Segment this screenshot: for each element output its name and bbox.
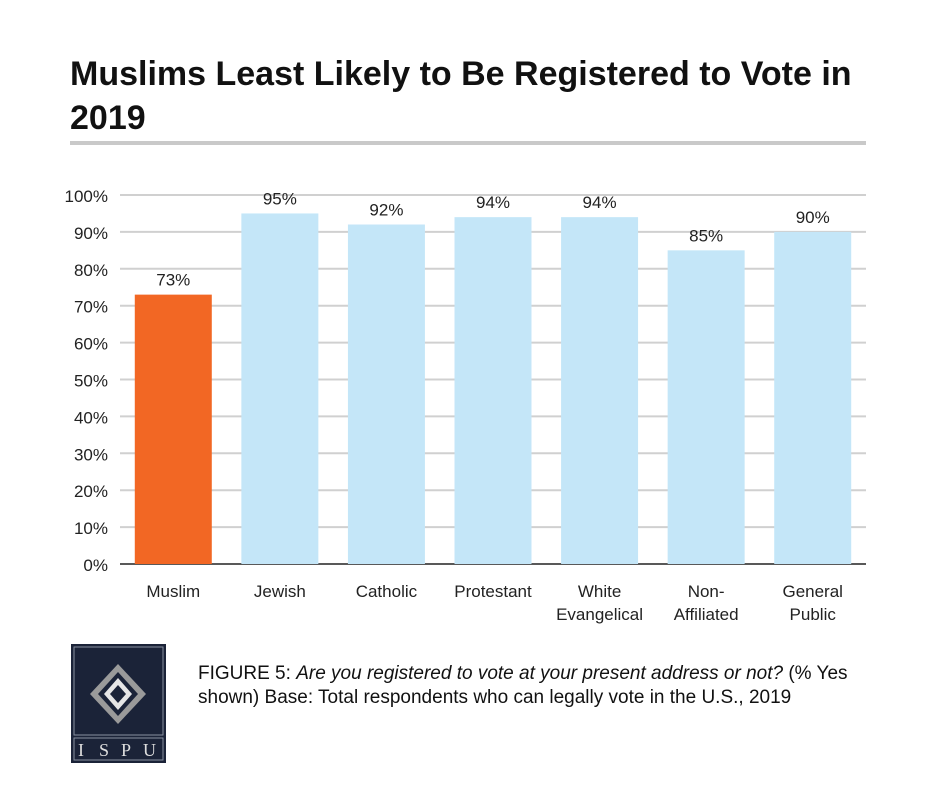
- bar: [454, 217, 532, 564]
- y-tick-label: 0%: [83, 556, 108, 575]
- title-divider: [70, 141, 866, 145]
- y-tick-label: 50%: [74, 372, 108, 391]
- x-tick-label: Non-: [688, 582, 725, 601]
- x-tick-label: White: [578, 582, 621, 601]
- y-tick-label: 40%: [74, 408, 108, 427]
- figure-label: FIGURE 5: [198, 663, 286, 684]
- data-label: 92%: [369, 201, 403, 220]
- data-label: 94%: [583, 193, 617, 212]
- svg-text:P: P: [121, 740, 131, 760]
- y-tick-label: 20%: [74, 482, 108, 501]
- svg-text:S: S: [99, 740, 109, 760]
- data-label: 95%: [263, 189, 297, 208]
- y-tick-label: 30%: [74, 445, 108, 464]
- bar: [561, 217, 639, 564]
- y-tick-label: 70%: [74, 298, 108, 317]
- bar-chart: 0% 10% 20% 30% 40% 50% 60% 70% 80% 90% 100% 73% Musl…: [65, 187, 866, 624]
- x-tick-label: Evangelical: [556, 605, 643, 624]
- bar: [134, 294, 212, 564]
- bar: [667, 250, 745, 564]
- figure-caption: FIGURE 5: Are you registered to vote at …: [198, 663, 848, 708]
- data-label: 85%: [689, 226, 723, 245]
- svg-text:U: U: [143, 740, 156, 760]
- x-tick-label: Protestant: [454, 582, 532, 601]
- x-tick-label: Muslim: [146, 582, 200, 601]
- x-tick-label: Affiliated: [674, 605, 739, 624]
- data-label: 90%: [796, 208, 830, 227]
- data-label: 94%: [476, 193, 510, 212]
- x-tick-label: General: [782, 582, 842, 601]
- data-label: 73%: [156, 271, 190, 290]
- figure-base: (% Yes shown) Base: Total respondents wh…: [198, 663, 848, 708]
- x-tick-label: Public: [790, 605, 837, 624]
- y-tick-label: 80%: [74, 261, 108, 280]
- x-tick-label: Catholic: [356, 582, 418, 601]
- y-tick-label: 100%: [65, 187, 108, 206]
- figure-question: Are you registered to vote at your prese…: [296, 663, 784, 684]
- bar: [774, 231, 852, 564]
- y-tick-label: 60%: [74, 335, 108, 354]
- y-tick-label: 10%: [74, 519, 108, 538]
- chart-title: Muslims Least Likely to Be Registered to…: [70, 55, 852, 137]
- bar: [347, 224, 425, 564]
- y-tick-label: 90%: [74, 224, 108, 243]
- bar: [241, 213, 319, 564]
- svg-text:I: I: [78, 740, 84, 760]
- x-tick-label: Jewish: [254, 582, 306, 601]
